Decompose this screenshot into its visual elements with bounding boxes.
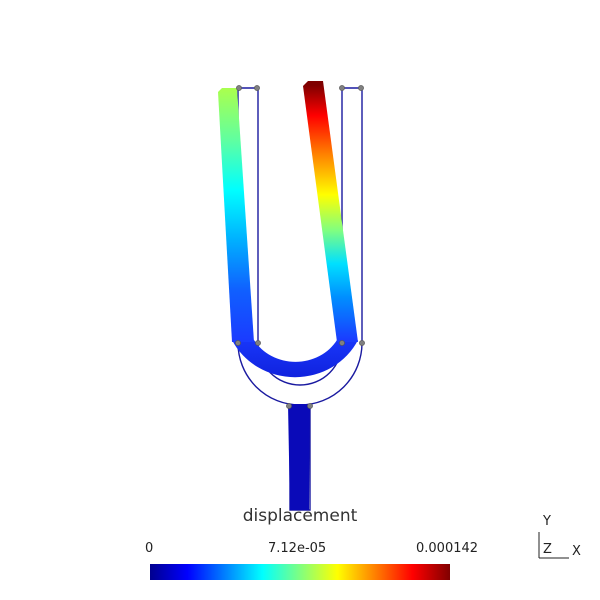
node-markers: [235, 85, 365, 409]
colorbar-max-label: 0.000142: [416, 541, 479, 556]
axes-lines: [538, 532, 569, 559]
colorbar-title: displacement: [242, 506, 358, 526]
colorbar-min-label: 0: [145, 541, 154, 556]
fork-handle: [288, 404, 310, 510]
fork-base: [232, 340, 358, 378]
axis-x-label: X: [572, 544, 581, 559]
colorbar-mid-label: 7.12e-05: [268, 541, 327, 556]
fork-prong-right: [303, 81, 358, 342]
axis-y-label: Y: [543, 514, 551, 529]
colorbar-gradient: [150, 564, 450, 580]
deformed-fork: [218, 81, 358, 510]
orientation-axes: Y Z X: [525, 512, 595, 562]
axis-z-label: Z: [543, 542, 552, 557]
fork-prong-left: [218, 88, 254, 342]
